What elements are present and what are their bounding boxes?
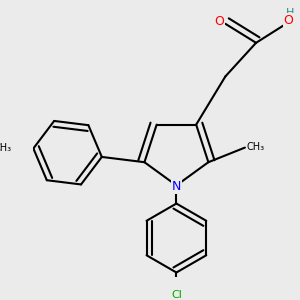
Text: H: H (286, 8, 295, 18)
Text: CH₃: CH₃ (247, 142, 265, 152)
Text: O: O (284, 14, 293, 27)
Text: N: N (172, 180, 181, 194)
Text: CH₃: CH₃ (0, 143, 11, 154)
Text: O: O (214, 15, 224, 28)
Text: Cl: Cl (171, 290, 182, 300)
